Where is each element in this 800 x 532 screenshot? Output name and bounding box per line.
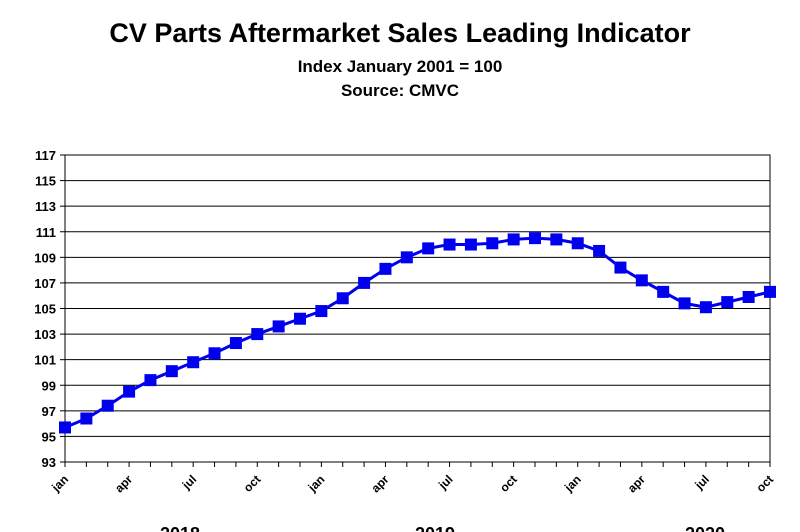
data-point bbox=[101, 399, 114, 412]
data-point bbox=[571, 237, 584, 250]
year-label: 2018 bbox=[160, 524, 200, 532]
x-tick-label: oct bbox=[753, 472, 776, 495]
x-tick-label: oct bbox=[241, 472, 264, 495]
y-tick-label: 109 bbox=[34, 250, 56, 265]
y-tick-label: 105 bbox=[34, 302, 56, 317]
chart-subtitle: Source: CMVC bbox=[341, 81, 459, 100]
data-point bbox=[699, 301, 712, 314]
data-point bbox=[144, 374, 157, 387]
data-point bbox=[358, 276, 371, 289]
data-point bbox=[614, 261, 627, 274]
y-tick-label: 115 bbox=[35, 174, 56, 189]
data-point bbox=[336, 292, 349, 305]
y-tick-label: 101 bbox=[34, 353, 56, 368]
data-point bbox=[123, 385, 136, 398]
data-point bbox=[422, 242, 435, 255]
data-point bbox=[550, 233, 563, 246]
data-point bbox=[507, 233, 520, 246]
data-point bbox=[187, 356, 200, 369]
data-point bbox=[379, 262, 392, 275]
data-point bbox=[721, 296, 734, 309]
data-point bbox=[764, 285, 776, 298]
data-point bbox=[251, 328, 264, 341]
data-point bbox=[443, 238, 456, 251]
data-point bbox=[635, 274, 648, 287]
x-tick-label: apr bbox=[112, 472, 135, 495]
x-tick-label: jan bbox=[305, 472, 328, 495]
data-point bbox=[464, 238, 477, 251]
y-tick-label: 95 bbox=[42, 429, 56, 444]
x-tick-label: jan bbox=[561, 472, 584, 495]
data-point bbox=[294, 312, 306, 325]
y-tick-label: 93 bbox=[42, 455, 56, 470]
y-tick-label: 99 bbox=[42, 378, 56, 393]
x-tick-label: jul bbox=[179, 472, 200, 493]
x-tick-label: apr bbox=[625, 472, 648, 495]
x-tick-label: jan bbox=[48, 472, 71, 495]
data-point bbox=[229, 337, 242, 350]
data-point bbox=[208, 347, 221, 360]
data-point bbox=[165, 365, 178, 378]
data-point bbox=[80, 412, 93, 425]
y-tick-label: 113 bbox=[35, 199, 56, 214]
x-tick-label: jul bbox=[435, 472, 456, 493]
data-point bbox=[742, 290, 755, 303]
x-tick-label: apr bbox=[368, 472, 391, 495]
data-point bbox=[529, 232, 541, 245]
data-point bbox=[657, 285, 670, 298]
y-tick-label: 111 bbox=[36, 225, 56, 240]
data-point bbox=[678, 297, 691, 310]
y-tick-label: 107 bbox=[34, 276, 56, 291]
x-tick-label: oct bbox=[497, 472, 520, 495]
line-series bbox=[64, 236, 771, 429]
data-point bbox=[593, 244, 606, 257]
y-tick-label: 97 bbox=[42, 404, 56, 419]
y-tick-label: 117 bbox=[35, 148, 56, 163]
year-label: 2019 bbox=[415, 524, 455, 532]
data-point bbox=[59, 421, 71, 434]
x-tick-label: jul bbox=[692, 472, 713, 493]
data-point bbox=[315, 305, 328, 318]
chart-title: CV Parts Aftermarket Sales Leading Indic… bbox=[109, 18, 691, 48]
chart-subtitle: Index January 2001 = 100 bbox=[298, 57, 503, 76]
data-point bbox=[486, 237, 499, 250]
data-point bbox=[272, 320, 285, 333]
data-point bbox=[400, 251, 413, 264]
y-tick-label: 103 bbox=[34, 327, 56, 342]
year-label: 2020 bbox=[685, 524, 725, 532]
